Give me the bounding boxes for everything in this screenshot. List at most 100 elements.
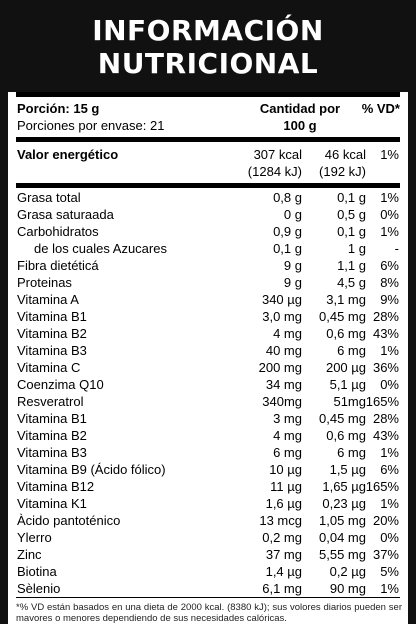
daily-value-percent: 28% [372,411,399,426]
nutrient-name: Vitamina B1 [17,309,87,324]
daily-value-percent: 5% [380,564,399,579]
energy-vd: 1% [380,147,399,162]
amount-per-serving: 3,1 mg [326,292,366,307]
table-row: Vitamina B1 3 mg 0,45 mg 28% [8,410,408,427]
nutrient-name: Vitamina C [17,360,81,375]
amount-header-line2: 100 g [283,118,317,133]
amount-per-100g: 0,9 g [273,224,302,239]
header-rule [16,137,400,142]
table-row: Àcido pantoténico 13 mcg 1,05 mg 20% [8,512,408,529]
nutrient-name: Vitamina B2 [17,326,87,341]
daily-value-percent: 36% [372,360,399,375]
amount-per-100g: 10 µg [269,462,302,477]
table-row: Fibra dietéticá 9 g 1,1 g 6% [8,257,408,274]
amount-per-serving: 4,5 g [337,275,366,290]
nutrient-name: Vitamina B9 (Ácido fólico) [17,462,166,477]
amount-per-serving: 1 g [347,241,366,256]
daily-value-percent: 28% [372,309,399,324]
amount-per-100g: 34 mg [265,377,302,392]
nutrient-name: Grasa total [17,190,81,205]
table-row: Proteinas 9 g 4,5 g 8% [8,274,408,291]
amount-per-serving: 6 mg [337,445,366,460]
nutrient-name: Fibra dietéticá [17,258,99,273]
energy-per100-kj: (1284 kJ) [247,164,302,179]
nutrient-name: Vitamina B3 [17,445,87,460]
table-row: Vitamina B3 40 mg 6 mg 1% [8,342,408,359]
amount-per-100g: 9 g [283,258,302,273]
amount-per-100g: 13 mcg [259,513,302,528]
table-row: Biotina 1,4 µg 0,2 µg 5% [8,563,408,580]
nutrient-name: Àcido pantoténico [17,513,121,528]
nutrient-name: Zinc [17,547,42,562]
table-row: Resveratrol 340mg 51mg 165% [8,393,408,410]
amount-per-100g: 6,1 mg [262,581,302,596]
top-rule [16,92,400,97]
daily-value-percent: 43% [372,428,399,443]
amount-per-100g: 4 mg [273,428,302,443]
amount-per-serving: 1,05 mg [319,513,366,528]
table-row: Vitamina B2 4 mg 0,6 mg 43% [8,325,408,342]
energy-label: Valor energético [17,147,119,162]
daily-value-percent: 6% [380,258,399,273]
daily-value-percent: 20% [372,513,399,528]
amount-per-100g: 40 mg [265,343,302,358]
amount-per-100g: 0 g [283,207,302,222]
amount-per-serving: 5,1 µg [329,377,366,392]
amount-per-serving: 0,1 g [337,190,366,205]
daily-value-percent: - [394,241,399,256]
nutrient-name: Coenzima Q10 [17,377,104,392]
nutrient-name: Sèlenio [17,581,61,596]
amount-per-serving: 0,6 mg [326,326,366,341]
daily-value-percent: 43% [372,326,399,341]
amount-per-serving: 1,1 g [337,258,366,273]
nutrient-name: Vitamina K1 [17,496,87,511]
daily-value-percent: 165% [365,479,399,494]
table-row: Zinc 37 mg 5,55 mg 37% [8,546,408,563]
daily-value-percent: 8% [380,275,399,290]
amount-per-100g: 0,1 g [273,241,302,256]
amount-per-serving: 6 mg [337,343,366,358]
amount-header-line1: Cantidad por [259,101,341,116]
daily-value-percent: 37% [372,547,399,562]
nutrient-name: Vitamina B2 [17,428,87,443]
amount-per-serving: 5,55 mg [319,547,366,562]
amount-per-serving: 0,1 g [337,224,366,239]
amount-per-100g: 11 µg [270,479,302,494]
daily-value-percent: 0% [380,207,399,222]
nutrient-name: Vitamina B1 [17,411,87,426]
amount-per-100g: 4 mg [273,326,302,341]
portion-label: Porción: 15 g [17,101,100,116]
daily-value-percent: 1% [380,190,399,205]
nutrient-name: Vitamina A [17,292,79,307]
amount-per-serving: 51mg [333,394,366,409]
nutrient-name: de los cuales Azucares [34,241,167,256]
table-row: Vitamina K1 1,6 µg 0,23 µg 1% [8,495,408,512]
nutrient-name: Vitamina B12 [17,479,95,494]
amount-per-100g: 6 mg [273,445,302,460]
daily-value-percent: 1% [380,224,399,239]
energy-per100-kcal: 307 kcal [253,147,302,162]
energy-serving-kj: (192 kJ) [319,164,366,179]
amount-per-serving: 0,6 mg [326,428,366,443]
daily-value-percent: 0% [380,377,399,392]
daily-value-percent: 1% [380,445,399,460]
daily-value-percent: 6% [380,462,399,477]
daily-value-percent: 9% [380,292,399,307]
amount-per-100g: 340mg [262,394,302,409]
amount-per-100g: 200 mg [258,360,302,375]
daily-value-percent: 0% [380,530,399,545]
table-row: Sèlenio 6,1 mg 90 mg 1% [8,580,408,597]
amount-per-serving: 0,04 mg [319,530,366,545]
vd-header: % VD* [361,101,400,116]
amount-per-100g: 0,2 mg [262,530,302,545]
footnote: *% VD están basados en una dieta de 2000… [16,602,402,624]
table-row: Coenzima Q10 34 mg 5,1 µg 0% [8,376,408,393]
nutrient-name: Carbohidratos [17,224,99,239]
amount-per-serving: 1,65 µg [322,479,366,494]
table-row: Grasa saturaada 0 g 0,5 g 0% [8,206,408,223]
nutrient-name: Ylerro [17,530,52,545]
title-line-2: NUTRICIONAL [97,47,319,80]
table-row: Ylerro 0,2 mg 0,04 mg 0% [8,529,408,546]
amount-per-serving: 1,5 µg [329,462,366,477]
table-row: Vitamina B1 3,0 mg 0,45 mg 28% [8,308,408,325]
